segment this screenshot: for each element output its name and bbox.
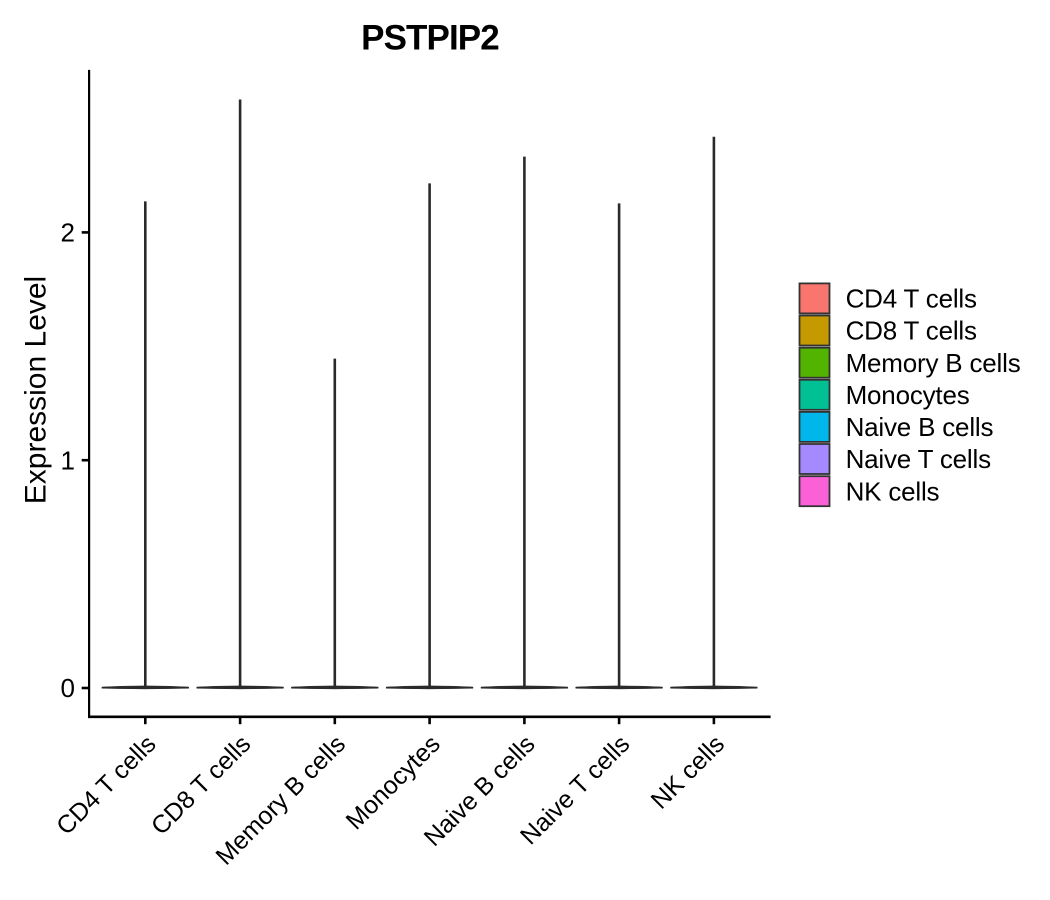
svg-text:0: 0	[61, 673, 75, 703]
svg-text:Memory B cells: Memory B cells	[846, 348, 1021, 378]
svg-text:NK cells: NK cells	[846, 476, 940, 506]
svg-text:Naive T cells: Naive T cells	[846, 444, 991, 474]
svg-text:Naive B cells: Naive B cells	[846, 412, 994, 442]
svg-text:PSTPIP2: PSTPIP2	[361, 19, 499, 58]
svg-text:Expression Level: Expression Level	[19, 276, 52, 504]
svg-text:2: 2	[61, 218, 75, 248]
svg-text:CD4 T cells: CD4 T cells	[846, 284, 977, 314]
svg-text:Monocytes: Monocytes	[846, 380, 970, 410]
svg-text:CD8 T cells: CD8 T cells	[846, 316, 977, 346]
svg-text:1: 1	[61, 445, 75, 475]
